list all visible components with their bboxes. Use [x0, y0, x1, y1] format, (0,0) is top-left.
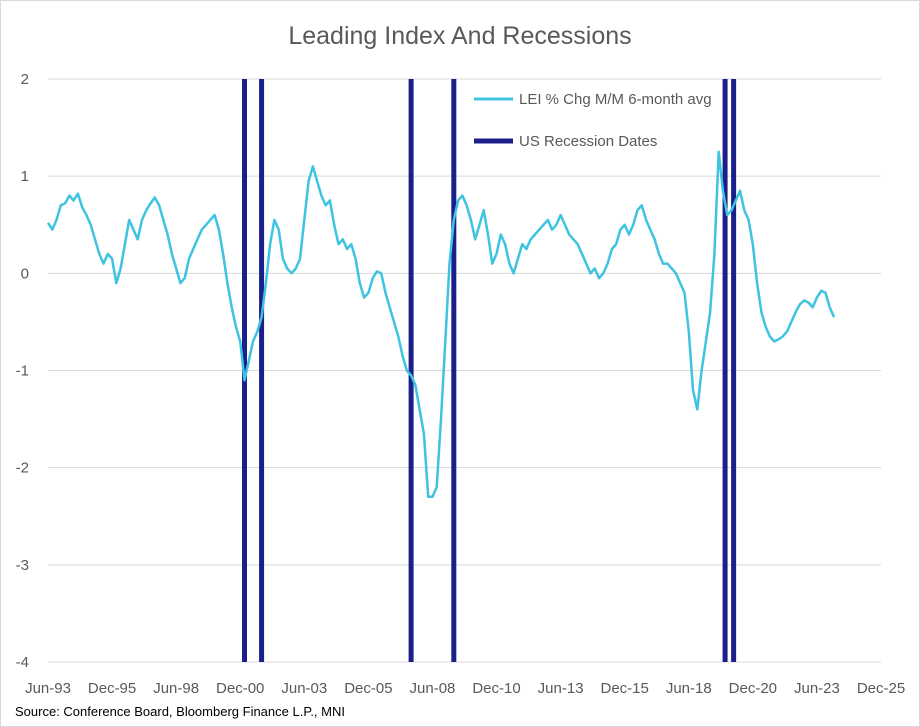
y-tick-label: -3 [16, 557, 29, 574]
x-tick-label: Jun-03 [281, 680, 327, 697]
x-tick-label: Jun-98 [153, 680, 199, 697]
y-tick-label: -4 [16, 654, 29, 671]
recession-bars [242, 79, 737, 662]
x-tick-label: Jun-18 [666, 680, 712, 697]
y-tick-label: -2 [16, 460, 29, 477]
x-tick-label: Jun-08 [410, 680, 456, 697]
y-tick-label: 1 [21, 168, 29, 185]
x-tick-label: Dec-05 [344, 680, 392, 697]
x-tick-label: Dec-10 [472, 680, 520, 697]
x-axis-ticks: Jun-93 Dec-95 Jun-98 Dec-00 Jun-03 Dec-05 Jun-… [25, 680, 905, 697]
legend-label-lei: LEI % Chg M/M 6-month avg [519, 91, 712, 108]
x-tick-label: Dec-20 [729, 680, 777, 697]
x-tick-label: Jun-93 [25, 680, 71, 697]
legend-label-recession: US Recession Dates [519, 133, 657, 150]
legend: LEI % Chg M/M 6-month avg US Recession D… [474, 91, 712, 150]
y-tick-label: 0 [21, 265, 29, 282]
y-tick-label: 2 [21, 71, 29, 88]
source-note: Source: Conference Board, Bloomberg Fina… [15, 704, 345, 719]
x-tick-label: Dec-15 [601, 680, 649, 697]
chart-title: Leading Index And Recessions [288, 22, 631, 50]
x-tick-label: Dec-95 [88, 680, 136, 697]
y-tick-label: -1 [16, 363, 29, 380]
x-tick-label: Jun-23 [794, 680, 840, 697]
series-line-lei [46, 150, 836, 499]
y-axis-ticks: 2 1 0 -1 -2 -3 -4 [16, 71, 29, 671]
x-tick-label: Dec-00 [216, 680, 264, 697]
x-tick-label: Jun-13 [538, 680, 584, 697]
grid-lines [48, 78, 881, 663]
lei-series [46, 150, 836, 499]
x-tick-label: Dec-25 [857, 680, 905, 697]
